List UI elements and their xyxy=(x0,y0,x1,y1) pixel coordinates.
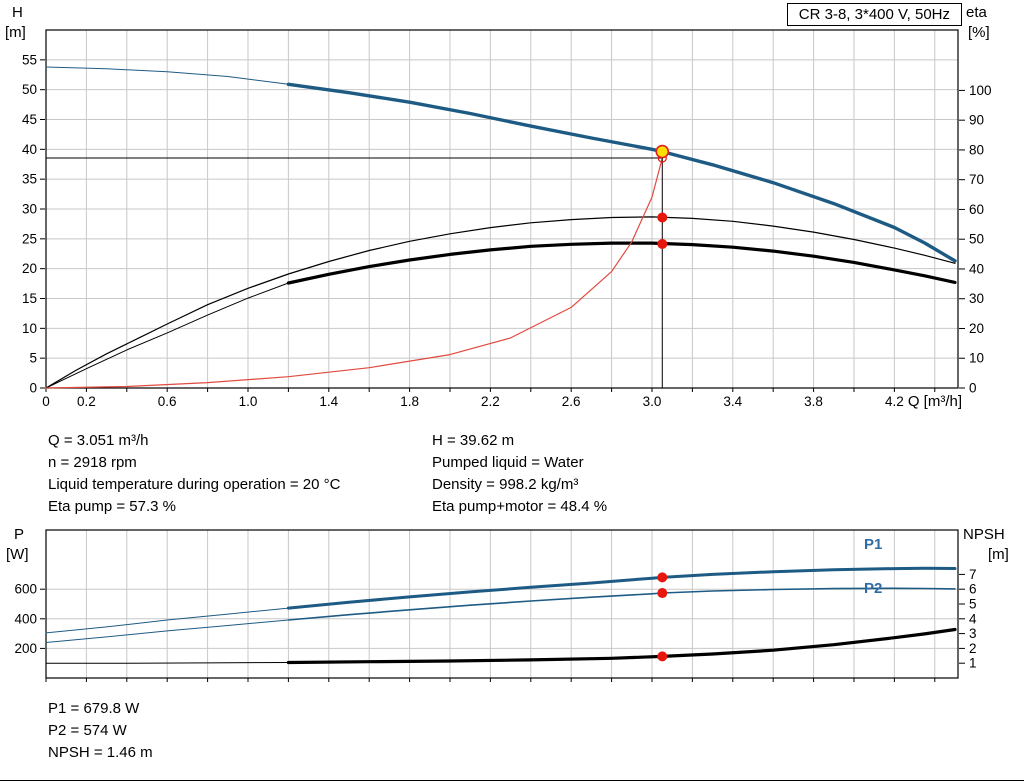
series-p2 xyxy=(45,587,956,643)
svg-text:0.2: 0.2 xyxy=(77,394,96,409)
svg-text:600: 600 xyxy=(14,582,37,597)
info-speed: n = 2918 rpm xyxy=(48,454,137,471)
p2-point xyxy=(657,588,668,599)
svg-text:0.6: 0.6 xyxy=(158,394,177,409)
plot-border xyxy=(45,529,959,679)
series-head xyxy=(45,66,957,263)
series-p1 xyxy=(45,566,957,634)
grid xyxy=(46,30,958,388)
info-head: H = 39.62 m xyxy=(432,432,515,449)
svg-text:0: 0 xyxy=(29,381,37,396)
svg-text:30: 30 xyxy=(969,291,984,306)
svg-text:4.2: 4.2 xyxy=(885,394,904,409)
svg-text:15: 15 xyxy=(22,291,37,306)
svg-text:6: 6 xyxy=(969,582,977,597)
p-axis-unit: [W] xyxy=(6,546,29,563)
axis-ticks xyxy=(40,59,965,392)
q-axis-label: Q [m³/h] xyxy=(907,393,962,410)
info-eta-pump: Eta pump = 57.3 % xyxy=(48,498,176,515)
p2-curve-label: P2 xyxy=(864,580,883,597)
eta-pump-motor-point xyxy=(657,238,668,249)
series-eta-pump-motor xyxy=(45,241,957,389)
results-block: P1 = 679.8 W P2 = 574 W NPSH = 1.46 m xyxy=(48,698,153,764)
svg-text:3.8: 3.8 xyxy=(804,394,823,409)
h-axis-unit: [m] xyxy=(5,24,26,41)
svg-text:50: 50 xyxy=(969,232,984,247)
grid xyxy=(46,530,958,678)
series-npsh xyxy=(45,627,957,665)
plot-border xyxy=(45,29,959,389)
svg-text:55: 55 xyxy=(22,52,37,67)
svg-text:45: 45 xyxy=(22,112,37,127)
p-axis-label: P xyxy=(14,526,25,543)
series-eta-pump xyxy=(45,216,956,389)
svg-text:70: 70 xyxy=(969,172,984,187)
npsh-axis-unit: [m] xyxy=(988,546,1009,563)
eta-pump-point xyxy=(657,212,668,223)
svg-text:90: 90 xyxy=(969,113,984,128)
svg-text:3: 3 xyxy=(969,626,977,641)
svg-text:20: 20 xyxy=(22,261,37,276)
duty-point-info: Q = 3.051 m³/h H = 39.62 m n = 2918 rpm … xyxy=(48,430,968,518)
h-axis-label: H xyxy=(12,4,23,21)
svg-text:60: 60 xyxy=(969,202,984,217)
svg-text:50: 50 xyxy=(22,82,37,97)
eta-axis-label: eta xyxy=(966,4,987,21)
svg-text:2.6: 2.6 xyxy=(562,394,581,409)
info-row: Q = 3.051 m³/h H = 39.62 m xyxy=(48,430,968,452)
svg-text:5: 5 xyxy=(969,597,977,612)
svg-text:1.0: 1.0 xyxy=(239,394,258,409)
svg-text:1.4: 1.4 xyxy=(319,394,338,409)
axis-ticks xyxy=(40,573,965,682)
svg-text:1.8: 1.8 xyxy=(400,394,419,409)
svg-text:40: 40 xyxy=(969,261,984,276)
svg-text:0: 0 xyxy=(969,381,977,396)
svg-text:0: 0 xyxy=(42,394,50,409)
npsh-point xyxy=(657,651,668,662)
info-row: Eta pump = 57.3 % Eta pump+motor = 48.4 … xyxy=(48,496,968,518)
svg-text:200: 200 xyxy=(14,641,37,656)
info-row: Liquid temperature during operation = 20… xyxy=(48,474,968,496)
svg-text:1: 1 xyxy=(969,656,977,671)
info-eta-pump-motor: Eta pump+motor = 48.4 % xyxy=(432,498,608,515)
svg-text:5: 5 xyxy=(29,351,37,366)
hq-eta-chart: 0 0.2 0.6 1.0 1.4 1.8 2.2 2.6 3.0 3.4 3.8 4.2 0 5 10 15… xyxy=(22,29,992,409)
series-system-curve xyxy=(45,157,663,389)
svg-text:20: 20 xyxy=(969,321,984,336)
eta-axis-unit: [%] xyxy=(968,24,990,41)
svg-text:3.0: 3.0 xyxy=(643,394,662,409)
info-density: Density = 998.2 kg/m³ xyxy=(432,476,579,493)
result-npsh: NPSH = 1.46 m xyxy=(48,744,153,761)
svg-text:400: 400 xyxy=(14,611,37,626)
p1-curve-label: P1 xyxy=(864,536,883,553)
svg-text:10: 10 xyxy=(22,321,37,336)
svg-text:10: 10 xyxy=(969,351,984,366)
duty-point xyxy=(655,144,670,159)
svg-text:25: 25 xyxy=(22,231,37,246)
p1-point xyxy=(657,572,668,583)
result-p2: P2 = 574 W xyxy=(48,722,127,739)
svg-text:40: 40 xyxy=(22,142,37,157)
svg-text:2: 2 xyxy=(969,641,977,656)
info-pumped-liquid: Pumped liquid = Water xyxy=(432,454,584,471)
svg-text:4: 4 xyxy=(969,611,977,626)
info-liquid-temperature: Liquid temperature during operation = 20… xyxy=(48,476,341,493)
npsh-axis-label: NPSH xyxy=(963,526,1005,543)
info-row: n = 2918 rpm Pumped liquid = Water xyxy=(48,452,968,474)
svg-text:30: 30 xyxy=(22,202,37,217)
pump-model-box: CR 3-8, 3*400 V, 50Hz xyxy=(786,3,962,26)
svg-text:100: 100 xyxy=(969,83,992,98)
svg-text:7: 7 xyxy=(969,567,977,582)
axis-tick-labels: 0 0.2 0.6 1.0 1.4 1.8 2.2 2.6 3.0 3.4 3.8 4.2 0 5 10 15… xyxy=(22,52,992,409)
svg-text:35: 35 xyxy=(22,172,37,187)
svg-text:2.2: 2.2 xyxy=(481,394,500,409)
info-flow: Q = 3.051 m³/h xyxy=(48,432,149,449)
svg-text:80: 80 xyxy=(969,142,984,157)
result-p1: P1 = 679.8 W xyxy=(48,700,140,717)
svg-text:3.4: 3.4 xyxy=(723,394,742,409)
